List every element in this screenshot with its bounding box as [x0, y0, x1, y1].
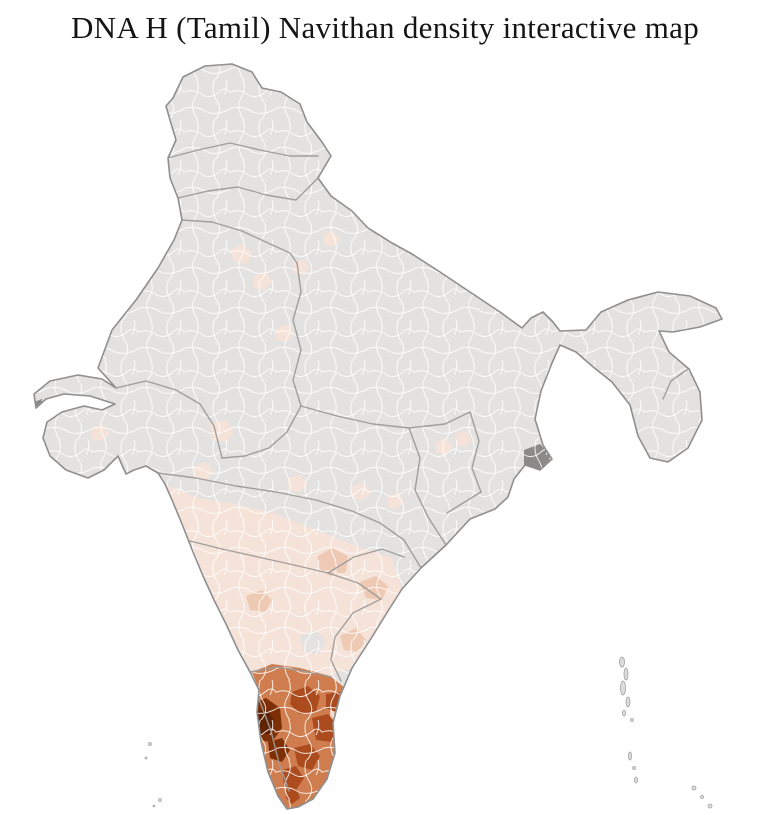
- state-borders: [115, 142, 689, 792]
- page-title: DNA H (Tamil) Navithan density interacti…: [70, 10, 700, 45]
- lakshadweep-islands[interactable]: [144, 742, 162, 808]
- district-boundary-grid: [34, 64, 722, 809]
- andaman-nicobar-islands[interactable]: [619, 656, 713, 809]
